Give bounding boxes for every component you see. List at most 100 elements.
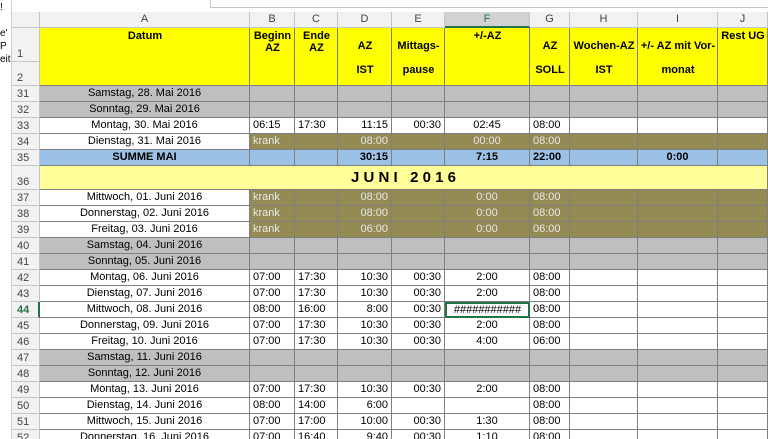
cell xyxy=(445,366,530,382)
column-header: B xyxy=(250,12,295,28)
cell xyxy=(638,270,718,286)
cell: 06:00 xyxy=(530,222,570,238)
cell xyxy=(295,150,338,166)
cell xyxy=(445,398,530,414)
cell xyxy=(638,206,718,222)
cell xyxy=(718,302,768,318)
cell xyxy=(570,134,638,150)
row-number: 47 xyxy=(12,350,40,366)
cell xyxy=(570,414,638,430)
cell: 8:00 xyxy=(338,302,392,318)
cell xyxy=(250,238,295,254)
cell xyxy=(338,254,392,270)
cell xyxy=(295,206,338,222)
cell xyxy=(718,270,768,286)
cell xyxy=(530,86,570,102)
cell: 00:30 xyxy=(392,286,445,302)
header-text: Ende AZ xyxy=(303,30,330,54)
cell: 08:00 xyxy=(530,206,570,222)
header-cell xyxy=(718,28,768,86)
side-panel xyxy=(0,0,12,439)
cell: 16:00 xyxy=(295,302,338,318)
cell xyxy=(718,350,768,366)
header-text: monat xyxy=(661,64,695,76)
header-text: IST xyxy=(595,64,613,76)
header-text: Rest UG xyxy=(721,30,765,42)
cell: 08:00 xyxy=(338,134,392,150)
cell: 0:00 xyxy=(445,206,530,222)
cell: 0:00 xyxy=(445,222,530,238)
side-text: e' xyxy=(0,28,8,39)
cell: 10:30 xyxy=(338,334,392,350)
cell xyxy=(445,254,530,270)
cell: 11:15 xyxy=(338,118,392,134)
cell xyxy=(392,86,445,102)
cell: 7:15 xyxy=(445,150,530,166)
cell xyxy=(638,302,718,318)
row-number: 42 xyxy=(12,270,40,286)
column-header: D xyxy=(338,12,392,28)
cell: 30:15 xyxy=(338,150,392,166)
column-header: I xyxy=(638,12,718,28)
cell: 14:00 xyxy=(295,398,338,414)
cell xyxy=(570,398,638,414)
cell: Samstag, 28. Mai 2016 xyxy=(40,86,250,102)
header-cell xyxy=(445,28,530,86)
formula-bar[interactable] xyxy=(210,0,768,8)
cell xyxy=(570,302,638,318)
cell xyxy=(392,366,445,382)
cell: 08:00 xyxy=(250,302,295,318)
cell: 17:30 xyxy=(295,118,338,134)
cell: 2:00 xyxy=(445,318,530,334)
cell xyxy=(570,238,638,254)
cell xyxy=(250,150,295,166)
cell xyxy=(250,86,295,102)
cell xyxy=(250,102,295,118)
cell: 07:00 xyxy=(250,430,295,439)
cell: 07:00 xyxy=(250,334,295,350)
cell xyxy=(570,222,638,238)
row-number: 50 xyxy=(12,398,40,414)
cell xyxy=(392,350,445,366)
cell xyxy=(570,206,638,222)
cell xyxy=(570,366,638,382)
cell: krank xyxy=(250,222,295,238)
cell: 08:00 xyxy=(530,286,570,302)
cell: 10:30 xyxy=(338,286,392,302)
cell xyxy=(718,102,768,118)
cell: 07:00 xyxy=(250,270,295,286)
cell: 2:00 xyxy=(445,382,530,398)
header-text: Beginn AZ xyxy=(253,30,292,54)
cell xyxy=(638,382,718,398)
cell: 08:00 xyxy=(530,302,570,318)
cell: 4:00 xyxy=(445,334,530,350)
cell xyxy=(392,206,445,222)
cell: 10:30 xyxy=(338,382,392,398)
cell xyxy=(718,366,768,382)
cell xyxy=(718,318,768,334)
header-text: Wochen-AZ xyxy=(573,40,635,52)
header-text: AZ xyxy=(542,40,558,52)
cell: ########### xyxy=(445,302,530,318)
row-number: 38 xyxy=(12,206,40,222)
cell xyxy=(392,150,445,166)
cell: 00:30 xyxy=(392,414,445,430)
cell: 00:30 xyxy=(392,430,445,439)
row-number: 48 xyxy=(12,366,40,382)
column-header: G xyxy=(530,12,570,28)
cell xyxy=(570,334,638,350)
cell xyxy=(638,86,718,102)
row-number: 46 xyxy=(12,334,40,350)
cell xyxy=(638,222,718,238)
cell xyxy=(638,398,718,414)
cell: 08:00 xyxy=(338,206,392,222)
cell xyxy=(570,86,638,102)
header-text: Datum xyxy=(127,30,163,42)
header-cell xyxy=(295,28,338,86)
row-number: 35 xyxy=(12,150,40,166)
cell: 08:00 xyxy=(530,398,570,414)
cell: Montag, 06. Juni 2016 xyxy=(40,270,250,286)
cell: 10:30 xyxy=(338,318,392,334)
cell: Donnerstag, 09. Juni 2016 xyxy=(40,318,250,334)
